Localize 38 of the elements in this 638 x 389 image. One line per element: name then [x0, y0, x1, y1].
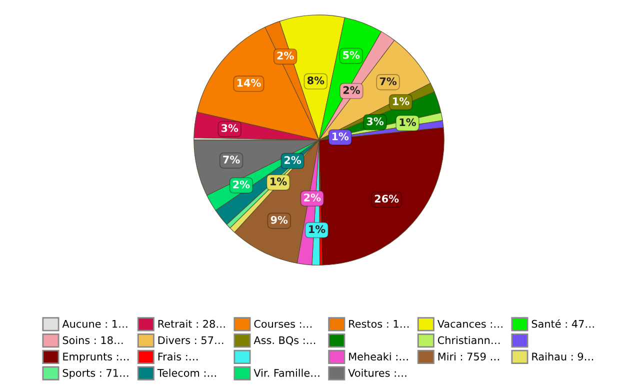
data-label: 7%: [223, 156, 240, 164]
legend-label: Miri : 759 …: [438, 352, 499, 360]
data-label: 26%: [374, 194, 399, 203]
legend-label: Emprunts :…: [63, 352, 129, 363]
data-label: 7%: [380, 77, 397, 86]
data-label: 1%: [393, 97, 410, 106]
legend-label: Vacances :…: [437, 320, 502, 328]
legend-label: Ass. BQs :…: [254, 336, 316, 346]
data-label: 2%: [277, 52, 294, 60]
legend-label: Sports : 71…: [62, 368, 128, 379]
legend-label: Aucune : 1…: [62, 320, 128, 328]
legend-label: Voitures :…: [348, 368, 406, 377]
legend-label: Telecom :…: [157, 368, 216, 377]
legend-label: Retrait : 28…: [158, 320, 225, 328]
data-label: 1%: [270, 178, 287, 186]
legend-label: Meheaki :…: [349, 352, 408, 360]
legend-label: Vir. Famille…: [254, 368, 320, 377]
data-label: 3%: [366, 117, 384, 126]
legend-label: Courses :…: [254, 320, 312, 328]
data-label: 1%: [332, 132, 349, 140]
data-label: 3%: [221, 124, 238, 132]
data-label: 2%: [343, 86, 360, 94]
data-label: 1%: [400, 118, 416, 126]
data-label: 2%: [233, 180, 250, 188]
data-label: 9%: [270, 216, 288, 224]
legend-label: Frais :…: [158, 352, 198, 360]
data-label: 1%: [309, 225, 326, 234]
legend-label: Divers : 57…: [158, 336, 224, 344]
legend-label: Raihau : 9…: [532, 352, 594, 360]
legend-label: Restos : 1…: [349, 320, 409, 328]
data-label: 8%: [307, 76, 324, 84]
legend-label: Christiann…: [438, 336, 500, 344]
data-label: 5%: [343, 51, 360, 59]
data-label: 2%: [284, 156, 302, 164]
legend-label: Soins : 18…: [62, 336, 123, 344]
legend-label: Santé : 47…: [532, 319, 594, 328]
data-label: 14%: [237, 78, 261, 87]
data-label: 2%: [304, 194, 321, 202]
